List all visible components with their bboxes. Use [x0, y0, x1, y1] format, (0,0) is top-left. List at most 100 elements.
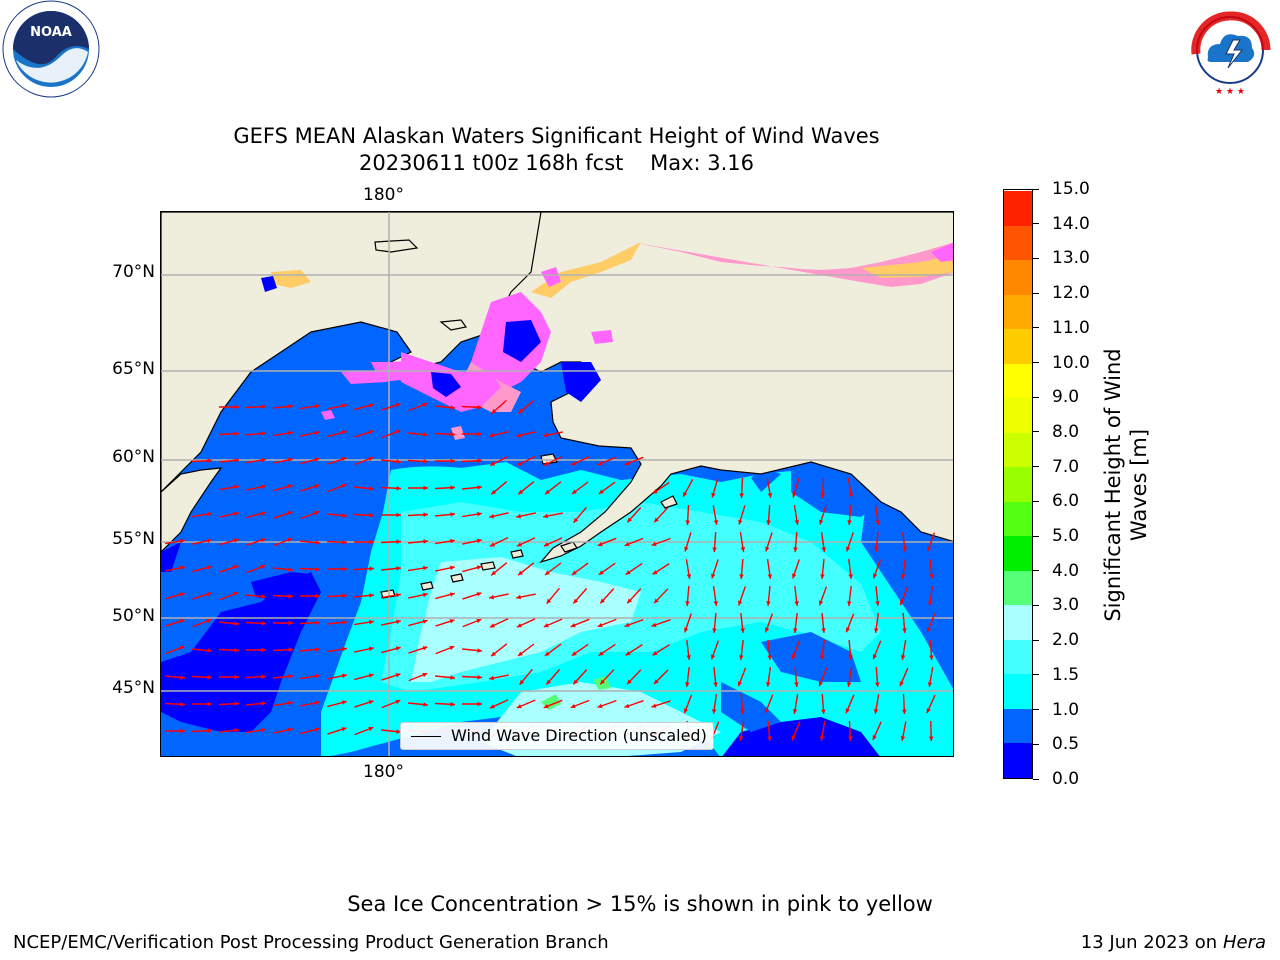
- wind-wave-arrowhead: [491, 570, 497, 576]
- wind-wave-arrowhead: [543, 542, 549, 547]
- colorbar-segment: [1004, 397, 1032, 433]
- wind-wave-arrowhead: [927, 682, 933, 687]
- wind-wave-arrowhead: [519, 679, 525, 685]
- wind-wave-arrowhead: [845, 708, 850, 714]
- wind-wave-arrowhead: [793, 628, 798, 633]
- wind-wave-arrowhead: [712, 547, 717, 552]
- wind-wave-arrowhead: [597, 542, 603, 547]
- wind-wave-arrowhead: [342, 646, 347, 652]
- wind-wave-arrowhead: [764, 708, 769, 714]
- wind-wave-arrowhead: [450, 702, 455, 707]
- wind-wave-arrowhead: [368, 430, 374, 435]
- sea-ice-caption: Sea Ice Concentration > 15% is shown in …: [347, 892, 933, 916]
- lat-label-50: 50°N: [112, 606, 155, 626]
- legend-label: Wind Wave Direction (unscaled): [451, 726, 707, 745]
- wind-wave-arrowhead: [395, 403, 401, 408]
- wind-wave-arrowhead: [625, 651, 631, 656]
- wind-wave-arrowhead: [738, 519, 743, 525]
- wind-wave-arrowhead: [423, 432, 428, 437]
- colorbar-segment: [1004, 708, 1032, 744]
- wind-wave-arrowhead: [518, 570, 523, 576]
- wind-wave-arrowhead: [491, 408, 497, 414]
- wind-wave-arrowhead: [315, 540, 320, 545]
- wind-wave-arrowhead: [516, 542, 522, 547]
- wind-wave-arrowhead: [872, 735, 877, 741]
- colorbar-segment: [1004, 190, 1032, 226]
- wind-wave-arrowhead: [651, 703, 657, 708]
- colorbar-segment: [1004, 604, 1032, 640]
- wind-wave-arrowhead: [624, 703, 630, 708]
- wind-wave-arrowhead: [518, 408, 524, 414]
- colorbar-segment: [1004, 673, 1032, 709]
- wind-wave-arrowhead: [288, 647, 293, 652]
- wind-wave-arrowhead: [314, 727, 320, 732]
- wind-wave-arrowhead: [899, 681, 904, 687]
- noaa-logo-text: NOAA: [30, 25, 72, 40]
- wind-wave-arrowhead: [450, 405, 455, 410]
- wind-wave-arrowhead: [287, 484, 293, 489]
- colorbar-tick-label: 7.0: [1052, 456, 1080, 477]
- wind-wave-arrowhead: [369, 486, 374, 491]
- wind-wave-arrowhead: [653, 679, 659, 685]
- wind-wave-arrowhead: [546, 598, 552, 604]
- chart-title-line1: GEFS MEAN Alaskan Waters Significant Hei…: [233, 124, 880, 148]
- wind-wave-arrowhead: [571, 651, 577, 656]
- wind-wave-arrowhead: [422, 672, 428, 678]
- wind-wave-arrowhead: [396, 539, 401, 544]
- wind-wave-arrowhead: [315, 673, 320, 679]
- wind-wave-arrowhead: [517, 461, 522, 466]
- colorbar-tick-label: 11.0: [1052, 317, 1090, 338]
- wind-wave-arrowhead: [929, 655, 934, 660]
- wind-wave-arrowhead: [740, 547, 746, 552]
- wind-wave-arrowhead: [713, 601, 718, 606]
- wind-wave-arrowhead: [396, 566, 401, 571]
- wave-band-pale: [411, 557, 641, 682]
- wind-wave-arrowhead: [600, 598, 605, 604]
- wind-wave-arrowhead: [450, 675, 455, 680]
- wind-wave-arrowhead: [765, 627, 770, 633]
- footer-host: Hera: [1222, 932, 1266, 953]
- wind-wave-arrowhead: [791, 654, 797, 660]
- colorbar-tick-mark: [1033, 709, 1039, 711]
- colorbar-segment: [1004, 742, 1032, 778]
- wind-wave-arrowhead: [368, 726, 374, 732]
- colorbar-tick-mark: [1033, 570, 1039, 572]
- colorbar-tick-mark: [1033, 743, 1039, 745]
- wind-wave-arrowhead: [686, 574, 692, 579]
- wind-wave-arrowhead: [651, 541, 657, 546]
- wind-wave-arrowhead: [450, 432, 455, 437]
- land-wrangel: [374, 239, 419, 253]
- wind-wave-arrowhead: [518, 651, 523, 656]
- wind-wave-arrowhead: [627, 679, 632, 685]
- wind-wave-arrowhead: [422, 402, 428, 408]
- wind-wave-arrowhead: [900, 655, 906, 660]
- wind-wave-arrowhead: [873, 573, 878, 579]
- wind-wave-arrowhead: [791, 735, 796, 741]
- land-masses: [161, 212, 953, 599]
- colorbar-tick-mark: [1033, 535, 1039, 537]
- wind-wave-arrowhead: [369, 646, 374, 652]
- wind-wave-arrowhead: [572, 489, 577, 494]
- wind-wave-arrowhead: [288, 430, 293, 436]
- wind-wave-arrowhead: [624, 622, 630, 627]
- wind-wave-arrowhead: [234, 728, 239, 733]
- wind-wave-arrowhead: [261, 647, 266, 653]
- wind-wave-arrowhead: [792, 492, 797, 498]
- wind-wave-arrowhead: [652, 651, 658, 656]
- wind-wave-arrowhead: [260, 538, 266, 543]
- colorbar-tick-mark: [1033, 639, 1039, 641]
- lat-label-45: 45°N: [112, 678, 155, 698]
- wind-wave-arrowhead: [847, 520, 852, 525]
- land-st-lawrence: [439, 319, 468, 331]
- wind-wave-arrowhead: [846, 546, 851, 552]
- wind-wave-arrowhead: [739, 493, 744, 498]
- wind-wave-arrowhead: [685, 601, 690, 606]
- wind-wave-arrowhead: [686, 655, 691, 660]
- wind-wave-arrowhead: [341, 700, 347, 705]
- wind-wave-arrowhead: [766, 520, 771, 525]
- wind-wave-arrowhead: [573, 679, 578, 685]
- wind-wave-arrowhead: [739, 574, 744, 579]
- wind-wave-arrowhead: [477, 405, 482, 410]
- colorbar-tick-mark: [1033, 396, 1039, 398]
- wind-wave-arrowhead: [396, 592, 401, 598]
